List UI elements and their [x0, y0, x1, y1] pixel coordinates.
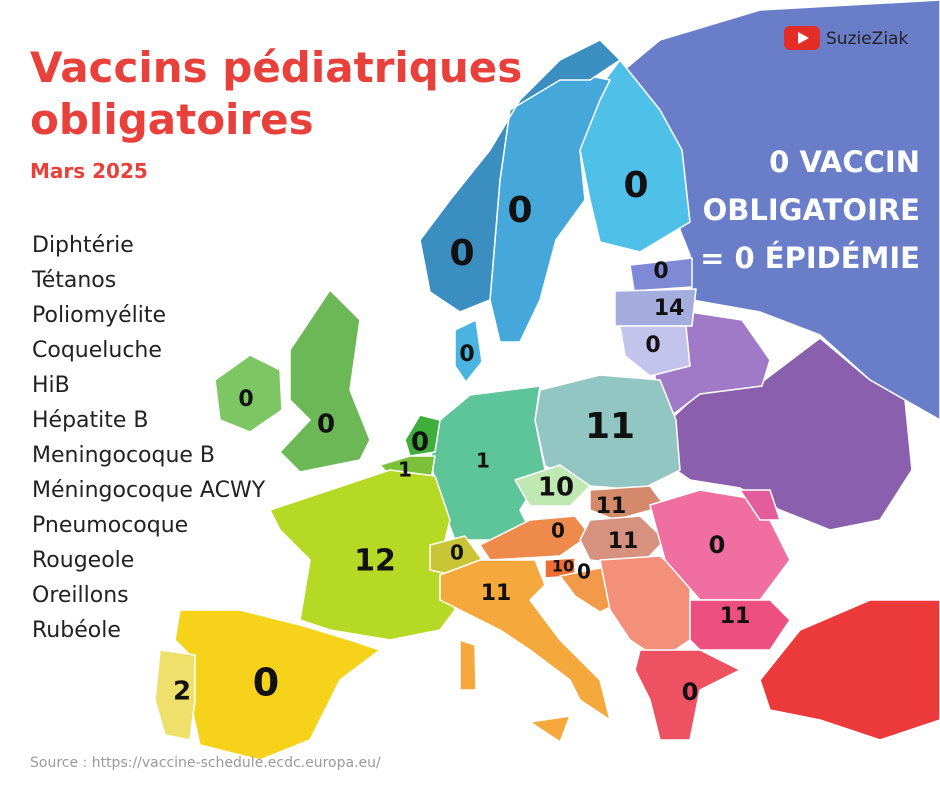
- country-value: 10: [538, 473, 574, 503]
- country-value: 0: [507, 190, 532, 231]
- country-value: 11: [720, 604, 751, 629]
- slogan-line: 0 VACCIN: [769, 145, 920, 179]
- country-value: 11: [585, 406, 635, 447]
- country-value: 0: [623, 165, 648, 206]
- country-value: 14: [654, 296, 685, 321]
- brand-icon-play: [798, 32, 809, 44]
- region-finland: [579, 59, 691, 253]
- country-value: 11: [596, 494, 627, 519]
- vaccine: Oreillons: [32, 583, 129, 608]
- country-value: 2: [173, 677, 191, 707]
- region-estonia: [629, 257, 693, 292]
- vaccine: Meningocoque B: [32, 443, 215, 468]
- vaccine: Diphtérie: [32, 233, 134, 258]
- title-line: Vaccins pédiatriques: [30, 43, 522, 92]
- country-value: 0: [577, 560, 591, 584]
- country-value: 0: [449, 233, 474, 274]
- brand-name: SuzieZiak: [826, 29, 908, 49]
- country-value: 0: [645, 333, 660, 358]
- region-turkey: [759, 599, 940, 741]
- slogan-line: = 0 ÉPIDÉMIE: [700, 241, 920, 275]
- country-value: 1: [398, 458, 412, 482]
- country-value: 0: [411, 428, 429, 458]
- vaccine: Rougeole: [32, 548, 134, 573]
- country-value: 0: [682, 678, 699, 706]
- vaccine: Hépatite B: [32, 408, 149, 433]
- region-lithuania: [619, 325, 691, 377]
- country-value: 0: [238, 387, 253, 412]
- slogan: 0 VACCIN OBLIGATOIRE = 0 ÉPIDÉMIE: [700, 145, 920, 275]
- source: Source : https://vaccine-schedule.ecdc.e…: [30, 755, 381, 771]
- region-ireland: [214, 354, 283, 433]
- region-france: [269, 469, 456, 641]
- country-value: 0: [253, 661, 279, 705]
- country-value: 1: [476, 449, 490, 473]
- region-slovakia: [589, 485, 666, 521]
- country-value: 0: [653, 259, 668, 284]
- brand: SuzieZiak: [784, 26, 908, 50]
- country-value: 12: [354, 544, 396, 579]
- vaccine: Coqueluche: [32, 338, 162, 363]
- region-sardinia: [459, 639, 477, 691]
- vaccine: Rubéole: [32, 618, 121, 643]
- vaccine-list: Diphtérie Tétanos Poliomyélite Coqueluche Hi…: [31, 233, 266, 643]
- region-romania: [649, 489, 791, 601]
- region-greece: [634, 649, 741, 741]
- vaccine: Poliomyélite: [32, 303, 166, 328]
- country-value: 0: [450, 541, 464, 565]
- vaccine: HiB: [32, 373, 70, 398]
- vaccine: Méningocoque ACWY: [32, 478, 266, 503]
- date: Mars 2025: [30, 159, 148, 183]
- region-czechia: [514, 464, 591, 507]
- region-portugal: [154, 649, 196, 741]
- country-value: 11: [608, 529, 639, 554]
- region-latvia: [614, 288, 697, 327]
- region-denmark: [454, 319, 483, 383]
- region-bulgaria: [689, 599, 791, 651]
- country-value: 11: [481, 581, 512, 606]
- slogan-line: OBLIGATOIRE: [703, 193, 920, 227]
- europe-map: [154, 0, 940, 761]
- country-value: 0: [551, 519, 565, 543]
- country-value: 10: [552, 557, 574, 576]
- region-norway: [419, 39, 621, 313]
- title-line: obligatoires: [30, 95, 314, 144]
- vaccine: Pneumocoque: [32, 513, 188, 538]
- region-moldova: [739, 489, 781, 521]
- country-value: 0: [709, 531, 726, 559]
- region-ukraine: [661, 337, 913, 531]
- country-value: 0: [459, 342, 474, 367]
- region-italy: [439, 559, 611, 721]
- region-netherlands: [404, 414, 441, 457]
- vaccine: Tétanos: [31, 268, 116, 293]
- region-sicily: [529, 715, 571, 743]
- country-value: 0: [317, 410, 335, 440]
- region-uk: [279, 289, 371, 473]
